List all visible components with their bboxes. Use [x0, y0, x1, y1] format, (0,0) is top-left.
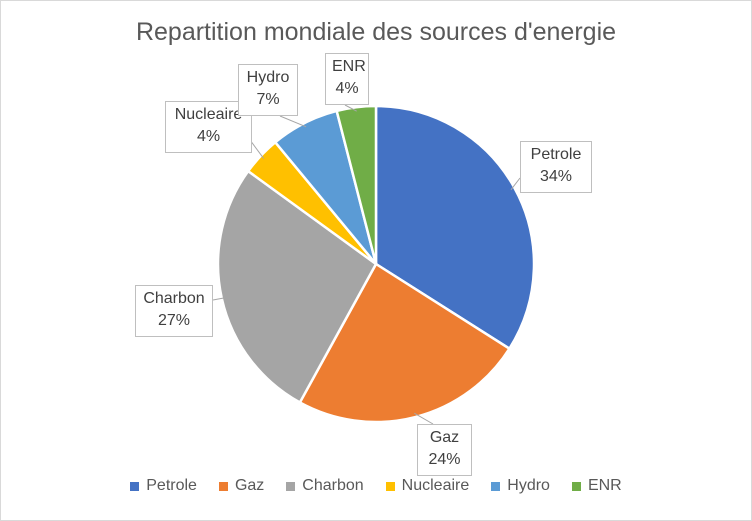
legend-label: Hydro — [507, 477, 550, 494]
data-label-category: ENR — [332, 58, 366, 75]
data-label-percent: 4% — [196, 128, 221, 145]
legend-label: Nucleaire — [401, 477, 470, 494]
leader-line-nucleaire — [249, 139, 265, 159]
data-label-category: Petrole — [530, 146, 582, 163]
data-label-category: Charbon — [143, 290, 205, 307]
data-label-percent: 27% — [157, 312, 191, 329]
legend-swatch — [491, 481, 501, 491]
leader-line-enr — [344, 104, 357, 112]
leader-line-gaz — [414, 412, 434, 425]
legend-label: Gaz — [234, 477, 265, 494]
data-label-nucleaire: Nucleaire 4% — [165, 101, 252, 153]
data-label-percent: 34% — [539, 168, 573, 185]
data-label-gaz: Gaz 24% — [417, 424, 472, 476]
leader-line-hydro — [279, 115, 307, 128]
legend-label: Petrole — [146, 477, 197, 494]
data-label-enr: ENR 4% — [325, 53, 369, 105]
legend-swatch — [130, 481, 140, 491]
data-label-hydro: Hydro 7% — [238, 64, 298, 116]
legend-item-charbon: Charbon — [286, 477, 364, 495]
leader-line-petrole — [510, 177, 521, 191]
data-label-petrole: Petrole 34% — [520, 141, 592, 193]
legend-item-petrole: Petrole — [130, 477, 197, 495]
legend: Petrole Gaz Charbon Nucleaire Hydro ENR — [0, 477, 752, 495]
chart-title: Repartition mondiale des sources d'energ… — [135, 18, 617, 46]
legend-item-enr: ENR — [571, 477, 622, 495]
legend-label: ENR — [587, 477, 622, 494]
data-label-category: Gaz — [429, 429, 460, 446]
legend-label: Charbon — [302, 477, 364, 494]
pie-slice-gaz — [298, 262, 512, 424]
data-label-percent: 24% — [428, 451, 461, 468]
leader-line-charbon — [212, 297, 226, 301]
legend-swatch — [571, 481, 581, 491]
legend-item-nucleaire: Nucleaire — [385, 477, 470, 495]
data-label-percent: 7% — [256, 91, 280, 108]
legend-swatch — [385, 481, 395, 491]
data-label-charbon: Charbon 27% — [135, 285, 213, 337]
data-label-category: Hydro — [246, 69, 290, 86]
legend-item-gaz: Gaz — [218, 477, 265, 495]
legend-item-hydro: Hydro — [491, 477, 550, 495]
pie-slice-enr — [335, 104, 378, 265]
data-label-percent: 4% — [335, 80, 359, 97]
legend-swatch — [218, 481, 228, 491]
data-label-category: Nucleaire — [174, 106, 243, 123]
legend-swatch — [286, 481, 296, 491]
